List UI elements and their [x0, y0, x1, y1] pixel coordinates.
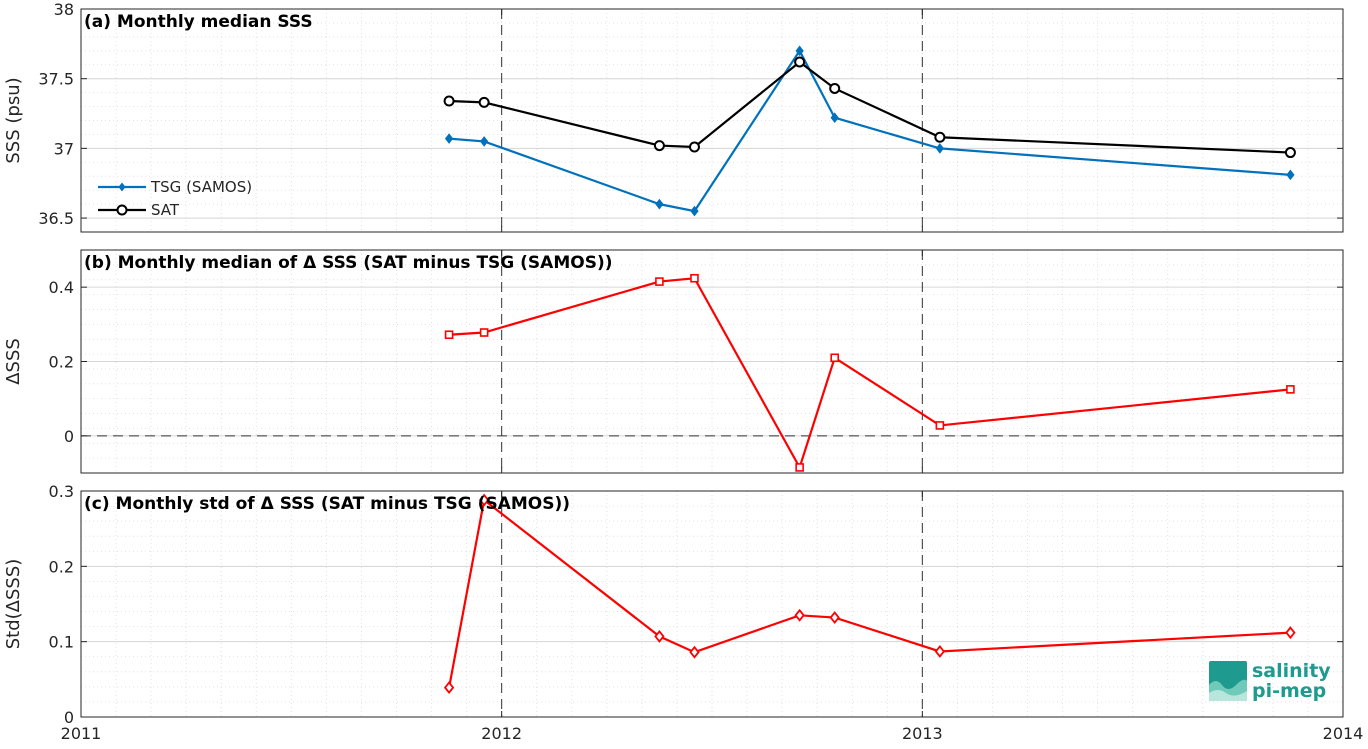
y-tick-label: 36.5	[38, 209, 74, 228]
y-axis-label: ΔSSS	[3, 338, 24, 385]
data-point	[935, 421, 945, 430]
data-point	[829, 611, 840, 625]
data-point	[688, 141, 700, 153]
data-point	[934, 131, 946, 143]
panel-b: 0 0.2 0.4 ΔSSS (b) Monthly median of Δ SSS (…	[3, 249, 1344, 474]
data-point	[478, 96, 490, 108]
data-point	[829, 82, 841, 94]
y-tick-label: 0.2	[49, 353, 74, 372]
legend-label: SAT	[151, 201, 180, 219]
legend-marker	[118, 182, 126, 192]
data-point	[935, 143, 944, 154]
panel-title: (b) Monthly median of Δ SSS (SAT minus T…	[84, 253, 613, 273]
y-axis-label: Std(ΔSSS)	[3, 559, 24, 650]
data-point	[794, 608, 805, 622]
legend: TSG (SAMOS) SAT	[98, 178, 252, 219]
data-point	[690, 205, 699, 217]
data-point	[478, 493, 490, 507]
data-point	[934, 645, 946, 658]
data-point	[1284, 147, 1296, 159]
data-point	[444, 133, 454, 144]
series-line	[448, 48, 1291, 213]
data-point	[443, 95, 455, 107]
data-point	[655, 198, 664, 210]
y-axis-label: SSS (psu)	[3, 77, 24, 163]
y-tick-label: 38	[54, 0, 74, 19]
y-tick-label: 0.4	[49, 278, 74, 297]
grid	[80, 490, 1344, 718]
data-point	[795, 45, 804, 57]
panel-c: 0 0.1 0.2 0.3 2011 2012 2013 2014 Std(ΔSSS) (c) M…	[3, 482, 1363, 743]
data-point	[479, 328, 489, 337]
y-tick-label: 37.5	[38, 70, 74, 89]
data-point	[653, 140, 665, 152]
legend-marker	[116, 204, 128, 216]
salinity-pi-mep-logo: salinity pi-mep	[1206, 655, 1334, 707]
y-tick-label: 0	[64, 708, 74, 727]
data-point	[1286, 169, 1295, 181]
data-point	[690, 273, 699, 283]
series-line	[449, 277, 1291, 471]
legend-label: TSG (SAMOS)	[150, 178, 252, 196]
logo-text-pi-mep: pi-mep	[1252, 680, 1326, 702]
data-point	[444, 330, 454, 340]
y-tick-label: 37	[54, 139, 74, 158]
data-point	[795, 463, 804, 472]
y-tick-label: 0.1	[49, 633, 74, 652]
panel-a: 36.5 37 37.5 38 SSS (psu) (a) Monthly median …	[3, 0, 1344, 233]
data-point	[1286, 385, 1295, 394]
data-point	[443, 681, 455, 695]
y-tick-label: 0.3	[49, 482, 74, 501]
y-tick-label: 0	[64, 427, 74, 446]
data-point	[794, 56, 806, 68]
series-line	[448, 498, 1291, 688]
data-point	[655, 277, 664, 286]
data-point	[1285, 626, 1296, 640]
data-point	[689, 645, 700, 659]
series-line	[449, 60, 1291, 154]
data-point	[830, 353, 839, 363]
panel-title: (a) Monthly median SSS	[84, 12, 313, 32]
x-tick-label: 2012	[481, 724, 522, 743]
x-tick-label: 2014	[1323, 724, 1364, 743]
axes-box	[80, 8, 1344, 233]
x-tick-label: 2013	[902, 724, 943, 743]
axes-box	[80, 490, 1344, 718]
x-tick-label: 2011	[61, 724, 102, 743]
data-point	[654, 629, 665, 643]
logo-text-salinity: salinity	[1252, 660, 1331, 682]
panel-title: (c) Monthly std of Δ SSS (SAT minus TSG …	[84, 494, 570, 514]
plot-area	[81, 9, 1343, 232]
data-point	[480, 136, 489, 147]
y-tick-label: 0.2	[49, 557, 74, 576]
logo-wave-icon: salinity pi-mep	[1209, 660, 1331, 702]
data-point	[830, 112, 839, 124]
